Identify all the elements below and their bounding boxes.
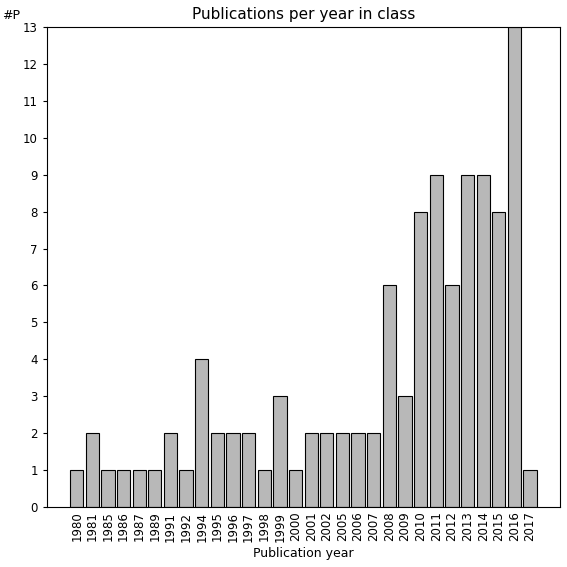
- Bar: [117, 470, 130, 507]
- Bar: [304, 433, 318, 507]
- Bar: [257, 470, 271, 507]
- Bar: [383, 285, 396, 507]
- Bar: [336, 433, 349, 507]
- Bar: [273, 396, 286, 507]
- Bar: [320, 433, 333, 507]
- Y-axis label: #P: #P: [2, 10, 20, 23]
- Bar: [148, 470, 162, 507]
- Bar: [476, 175, 490, 507]
- Bar: [508, 27, 521, 507]
- Bar: [430, 175, 443, 507]
- Bar: [289, 470, 302, 507]
- Bar: [242, 433, 255, 507]
- Bar: [195, 359, 209, 507]
- Bar: [211, 433, 224, 507]
- X-axis label: Publication year: Publication year: [253, 547, 354, 560]
- Bar: [367, 433, 380, 507]
- Bar: [352, 433, 365, 507]
- Bar: [226, 433, 240, 507]
- Bar: [445, 285, 459, 507]
- Bar: [133, 470, 146, 507]
- Bar: [492, 211, 505, 507]
- Bar: [164, 433, 177, 507]
- Bar: [86, 433, 99, 507]
- Bar: [180, 470, 193, 507]
- Title: Publications per year in class: Publications per year in class: [192, 7, 415, 22]
- Bar: [414, 211, 428, 507]
- Bar: [399, 396, 412, 507]
- Bar: [70, 470, 83, 507]
- Bar: [523, 470, 537, 507]
- Bar: [101, 470, 115, 507]
- Bar: [461, 175, 474, 507]
